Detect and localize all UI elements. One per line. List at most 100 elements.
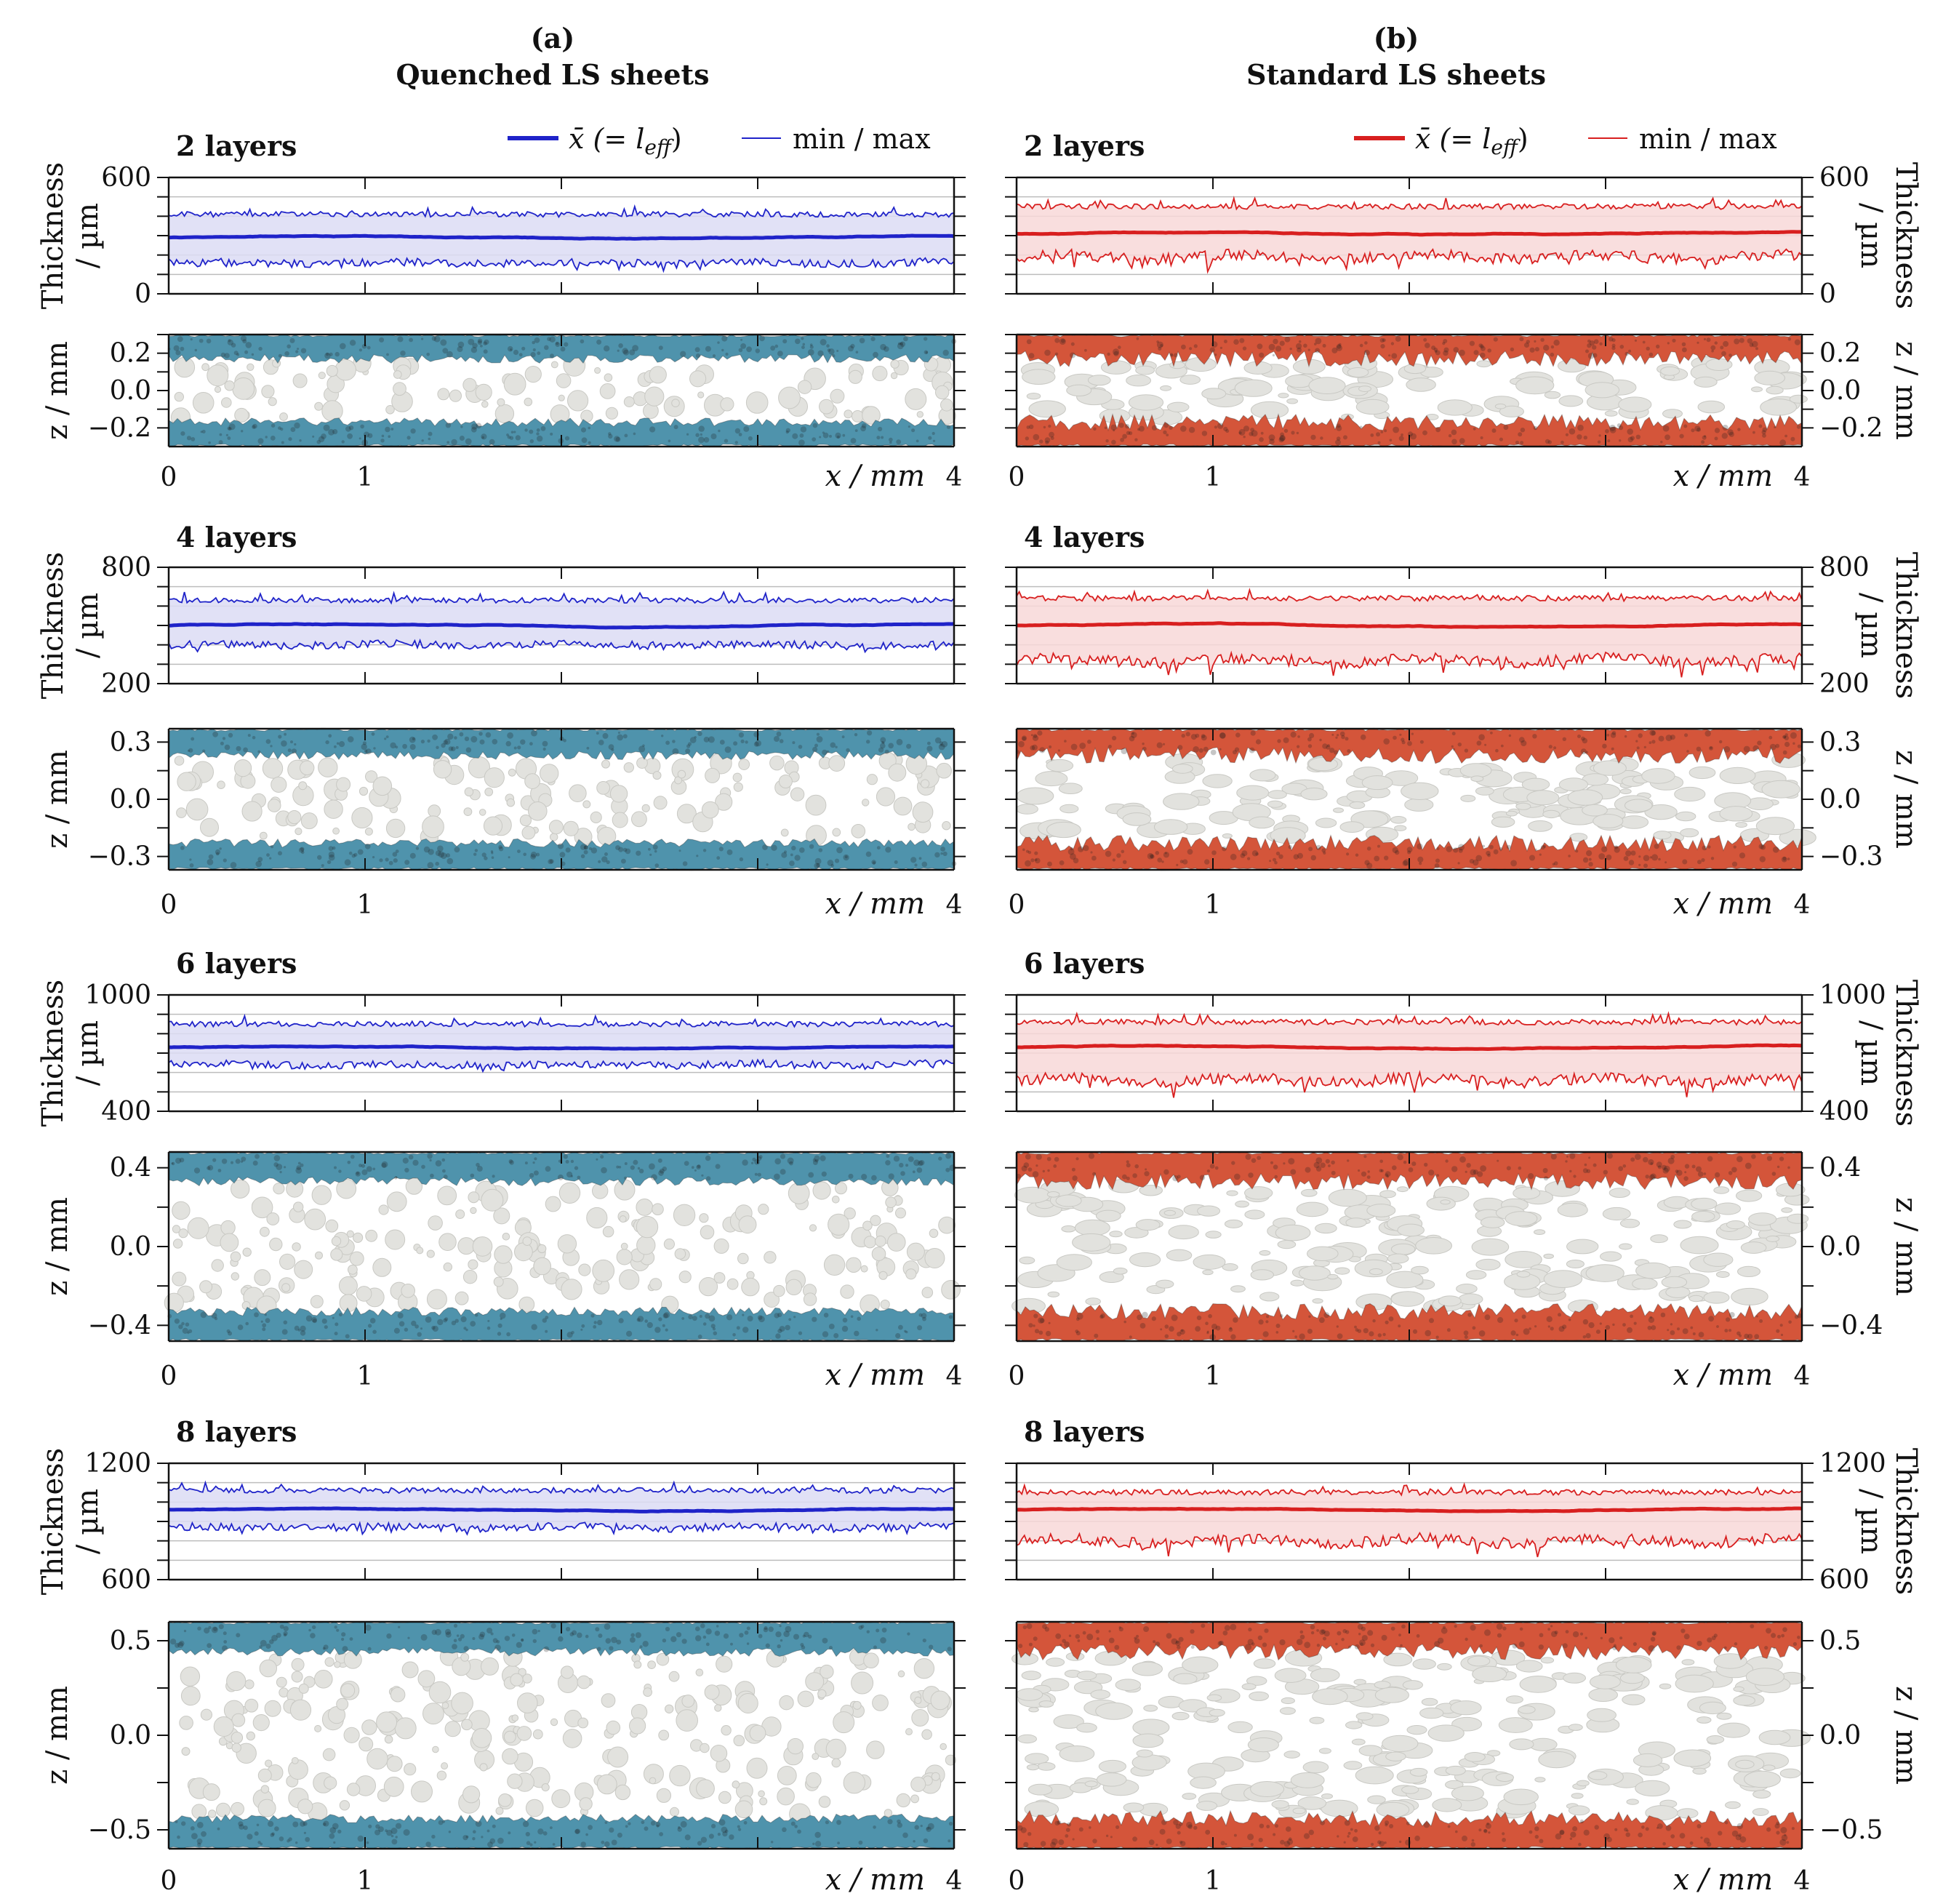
layer-texture <box>1470 1169 1476 1176</box>
particle <box>1411 1265 1429 1275</box>
cross-section-b-2: 0.30.0−0.3z / mm0 1 4x / mm <box>1005 727 1923 921</box>
layer-texture <box>177 336 183 343</box>
layer-texture <box>228 427 232 431</box>
particle <box>1505 810 1518 817</box>
mean-line <box>1016 1043 1803 1052</box>
particle <box>326 364 338 377</box>
layer-texture <box>1065 1834 1069 1838</box>
particle <box>1542 809 1561 819</box>
layer-texture <box>524 428 528 432</box>
layer-texture <box>1116 853 1121 858</box>
particle <box>318 372 326 380</box>
layer-texture <box>601 1840 605 1844</box>
particle <box>1515 802 1531 810</box>
layer-texture <box>530 352 536 358</box>
x-tick-label: 4 <box>946 1866 963 1896</box>
layer-texture <box>1611 747 1614 751</box>
layer-texture <box>1721 433 1728 439</box>
layer-texture <box>858 1840 863 1845</box>
layer-texture <box>1299 1630 1304 1634</box>
particle <box>192 392 215 414</box>
particle <box>1740 1241 1767 1254</box>
layer-texture <box>1045 440 1049 444</box>
particle <box>1401 782 1439 801</box>
layer-texture <box>1132 1836 1137 1842</box>
layer-texture <box>1346 852 1350 856</box>
z-tick-label: 0.0 <box>110 376 151 406</box>
particle <box>314 1724 322 1732</box>
layer-texture <box>1701 858 1705 863</box>
layer-texture <box>1539 1839 1544 1844</box>
layer-texture <box>867 730 873 736</box>
z-tick-label: 0.2 <box>1819 339 1861 369</box>
layer-texture <box>1519 1627 1523 1631</box>
particle <box>1758 1729 1791 1745</box>
y-tick-label: 200 <box>1819 669 1870 699</box>
layer-texture <box>695 353 701 359</box>
layer-texture <box>257 1841 261 1844</box>
layer-texture <box>1599 342 1603 345</box>
layer-texture <box>1338 343 1342 346</box>
particle <box>1286 398 1298 404</box>
layer-texture <box>437 845 444 852</box>
layer-texture <box>301 850 305 855</box>
layer-texture <box>375 1824 380 1829</box>
layer-texture <box>269 857 272 860</box>
layer-texture <box>775 1631 782 1638</box>
layer-texture <box>605 1638 612 1644</box>
layer-texture <box>617 1832 622 1838</box>
particle <box>1472 1665 1507 1683</box>
layer-texture <box>1337 1333 1343 1340</box>
particle <box>1053 1714 1084 1729</box>
layer-texture <box>1382 338 1386 343</box>
layer-texture <box>1121 748 1128 754</box>
layer-texture <box>1657 1823 1663 1829</box>
particle <box>1367 1795 1386 1804</box>
layer-texture <box>1649 856 1652 859</box>
layer-texture <box>713 1331 718 1336</box>
layer-texture <box>596 732 599 735</box>
particle <box>1205 1231 1222 1239</box>
layer-texture <box>360 424 364 429</box>
layer-texture <box>1309 732 1315 739</box>
particle <box>878 1271 888 1280</box>
layer-texture <box>898 1324 903 1330</box>
layer-texture <box>636 1318 641 1322</box>
particle <box>1534 1777 1546 1783</box>
layer-texture <box>668 439 671 443</box>
layer-texture <box>1027 850 1032 855</box>
particle <box>1267 800 1283 808</box>
layer-texture <box>865 851 872 857</box>
particle <box>1566 1260 1585 1268</box>
layer-texture <box>1794 1315 1799 1319</box>
layer-texture <box>1228 1327 1233 1332</box>
layer-texture <box>1335 736 1338 739</box>
particle <box>1246 1676 1267 1686</box>
layer-texture <box>1515 1333 1519 1337</box>
minmax-band <box>169 592 954 652</box>
layer-texture <box>1719 740 1723 744</box>
layer-texture <box>1279 435 1286 441</box>
layer-texture <box>1348 1645 1352 1649</box>
layer-texture <box>324 352 331 359</box>
z-tick-label: 0.3 <box>110 727 151 757</box>
layer-texture <box>745 740 748 744</box>
layer-texture <box>464 736 470 742</box>
layer-texture <box>1391 353 1398 359</box>
layer-texture <box>1679 1833 1686 1839</box>
layer-texture <box>333 1841 336 1844</box>
layer-texture <box>1704 730 1711 737</box>
layer-texture <box>334 1322 339 1327</box>
layer-texture <box>1484 743 1487 746</box>
layer-texture <box>451 439 457 446</box>
particle <box>346 1783 361 1796</box>
layer-texture <box>1755 1315 1758 1318</box>
layer-texture <box>1336 1325 1339 1328</box>
particle <box>594 367 601 374</box>
layer-texture <box>1370 433 1374 437</box>
particle <box>289 1699 312 1721</box>
particle <box>1487 1750 1501 1757</box>
particle <box>833 1711 855 1734</box>
layer-texture <box>1150 855 1155 859</box>
